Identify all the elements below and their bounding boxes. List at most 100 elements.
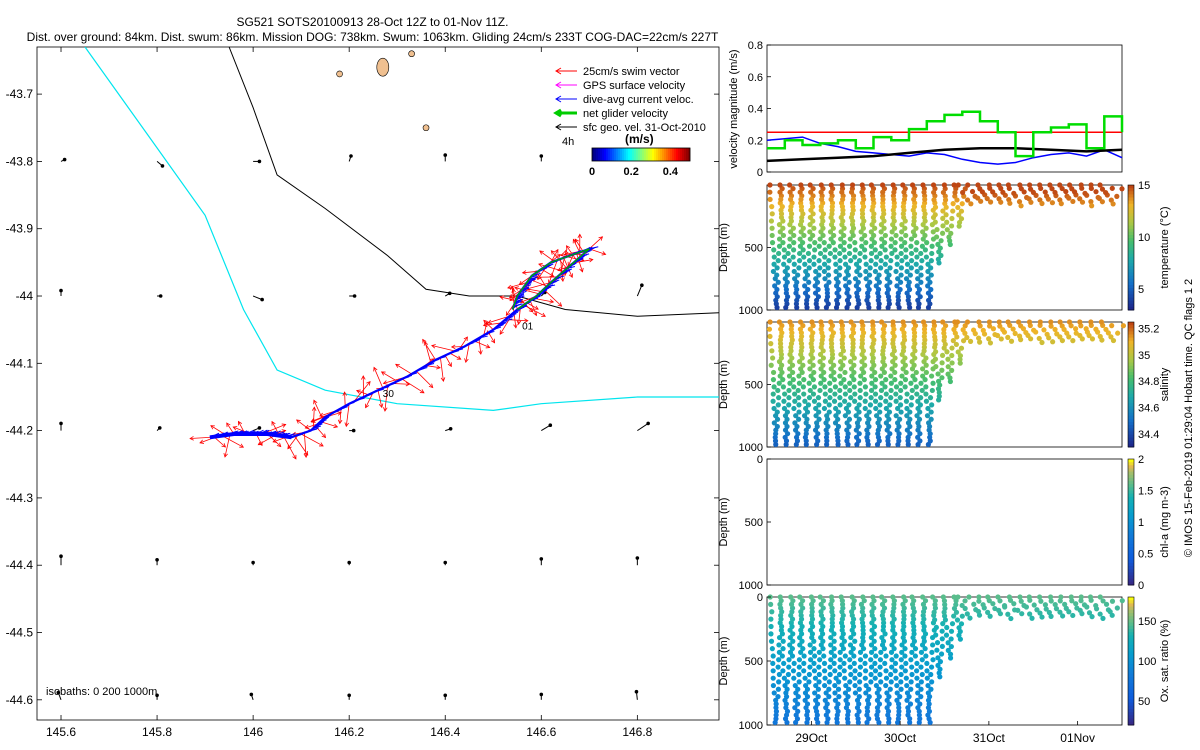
profile-point <box>788 601 795 607</box>
profile-point <box>912 377 918 383</box>
profile-point <box>871 232 877 239</box>
profile-point <box>854 441 860 448</box>
profile-point <box>1066 334 1072 340</box>
profile-point <box>822 675 828 681</box>
profile-point <box>1007 200 1013 206</box>
profile-point <box>921 189 927 195</box>
profile-point <box>829 609 835 615</box>
profile-point <box>877 409 883 415</box>
profile-point <box>809 204 816 210</box>
profile-point <box>841 232 847 239</box>
profile-point <box>806 258 813 264</box>
profile-point <box>954 617 961 623</box>
profile-point <box>860 638 866 644</box>
profile-point <box>964 197 971 203</box>
profile-point <box>770 660 776 667</box>
profile-point <box>769 348 775 354</box>
profile-point <box>956 223 962 229</box>
profile-point <box>1078 182 1084 188</box>
profile-point <box>872 398 879 404</box>
profile-point <box>818 189 824 195</box>
profile-point <box>769 232 775 239</box>
profile-point <box>800 384 806 390</box>
profile-point <box>891 638 897 644</box>
profile-point <box>924 413 931 419</box>
profile-point <box>802 276 808 282</box>
figure-title-line1: SG521 SOTS20100913 28-Oct 12Z to 01-Nov … <box>236 15 509 29</box>
profile-point <box>882 384 888 390</box>
profile-point <box>899 664 905 670</box>
profile-point <box>936 397 942 403</box>
profile-point <box>900 609 907 615</box>
profile-point <box>1081 602 1088 608</box>
profile-point <box>776 649 782 655</box>
profile-point <box>798 601 804 607</box>
profile-point <box>899 373 905 379</box>
profile-point <box>796 258 803 264</box>
profile-point <box>768 218 775 224</box>
profile-ytick-label: 1000 <box>739 442 763 454</box>
profile-point <box>811 369 817 376</box>
profile-point <box>928 265 934 271</box>
profile-point <box>947 378 953 385</box>
profile-point <box>873 413 880 419</box>
profile-point <box>809 319 815 325</box>
profile-point <box>1026 319 1033 325</box>
profile-point <box>911 333 918 340</box>
legend-label: dive-avg current veloc. <box>583 94 694 106</box>
profile-point <box>839 616 845 622</box>
profile-point <box>908 402 914 408</box>
profile-point <box>945 647 951 653</box>
profile-point <box>784 719 790 726</box>
profile-point <box>833 261 839 267</box>
profile-point <box>1006 594 1013 600</box>
profile-point <box>881 341 887 347</box>
profile-point <box>829 616 835 622</box>
profile-point <box>842 391 849 397</box>
profile-point <box>869 373 875 379</box>
profile-point <box>775 258 781 264</box>
profile-point <box>891 333 897 340</box>
profile-point <box>863 391 869 397</box>
profile-point <box>825 272 832 278</box>
profile-point <box>814 304 820 311</box>
profile-point <box>854 304 860 311</box>
profile-point <box>941 326 947 333</box>
profile-point <box>802 283 808 289</box>
profile-colorbar-frame <box>1127 458 1135 586</box>
profile-point <box>894 254 900 260</box>
profile-point <box>840 218 846 224</box>
profile-point <box>798 609 804 615</box>
profile-point <box>904 268 910 275</box>
profile-point <box>1048 613 1054 619</box>
profile-point <box>770 675 776 681</box>
profile-point <box>851 355 857 361</box>
profile-point <box>1018 598 1024 604</box>
profile-point <box>869 319 876 325</box>
profile-point <box>777 341 784 347</box>
profile-point <box>908 236 915 242</box>
profile-point <box>1047 182 1053 188</box>
profile-point <box>913 369 919 376</box>
profile-point <box>902 668 908 674</box>
profile-point <box>914 391 920 397</box>
geo-vector-arrow <box>636 283 644 297</box>
profile-point <box>901 594 907 600</box>
profile-point <box>820 638 826 644</box>
profile-point <box>1048 598 1054 604</box>
profile-point <box>900 348 907 354</box>
profile-colorbar-tick: 2 <box>1138 454 1144 466</box>
profile-point <box>877 664 883 670</box>
profile-point <box>1052 326 1058 333</box>
profile-point <box>789 333 795 340</box>
colorbar-frame <box>591 147 691 162</box>
swim-vector-arrow <box>478 338 483 355</box>
profile-point <box>831 653 838 659</box>
profile-point <box>1057 334 1063 340</box>
profile-point <box>820 623 826 630</box>
profile-point <box>836 694 842 700</box>
profile-point <box>842 276 848 282</box>
profile-point <box>903 369 909 376</box>
profile-point <box>837 395 843 401</box>
